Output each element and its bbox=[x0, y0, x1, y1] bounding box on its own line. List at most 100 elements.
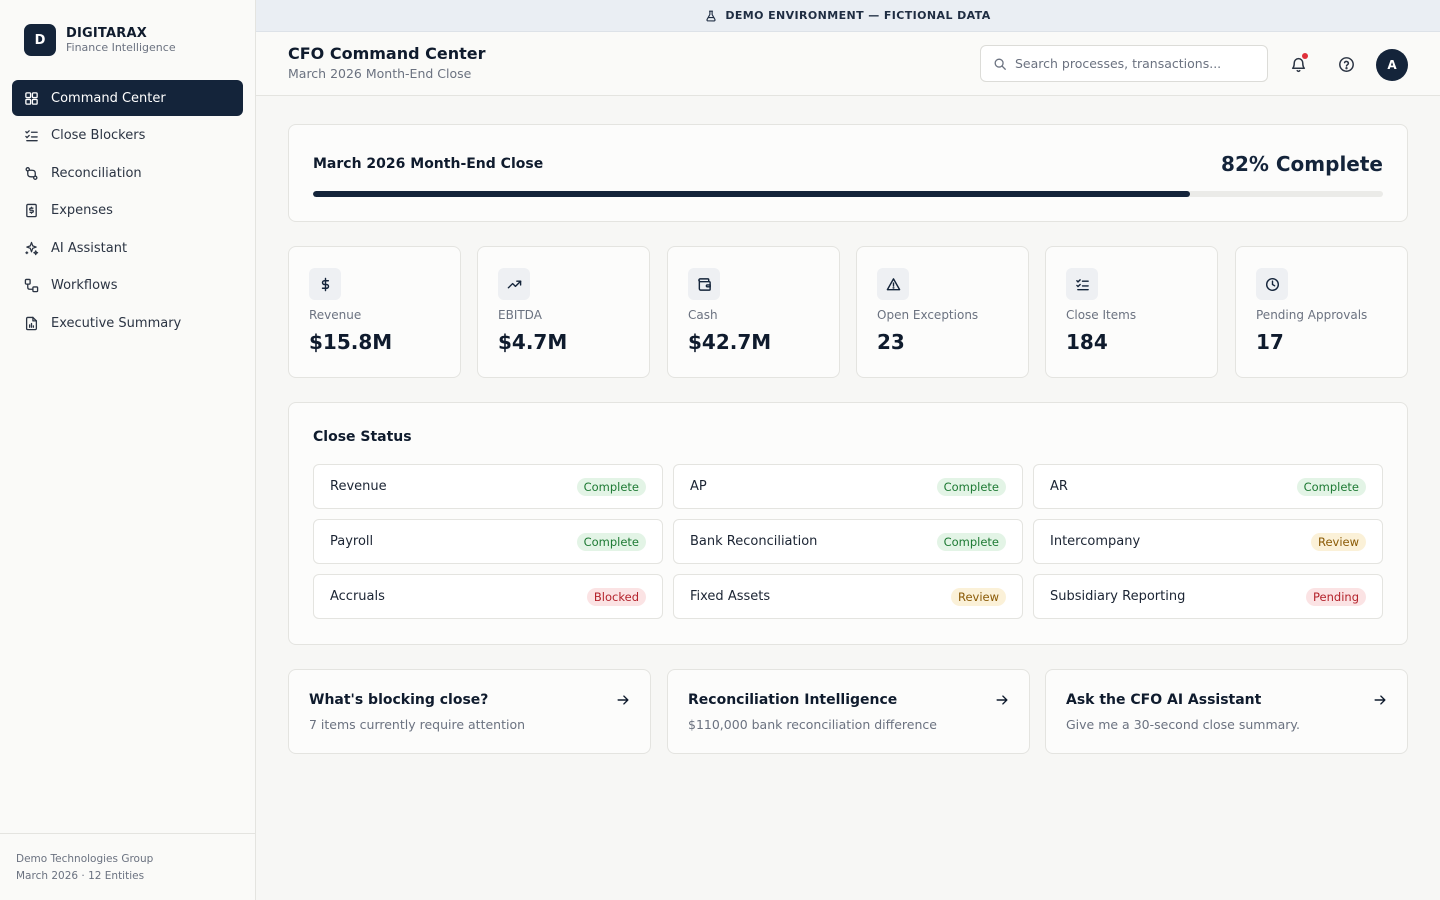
sidebar-item-label: Expenses bbox=[51, 203, 113, 218]
status-badge: Complete bbox=[936, 477, 1006, 496]
sidebar: D DIGITARAX Finance Intelligence Command… bbox=[0, 0, 256, 900]
kpi-card-cash[interactable]: Cash $42.7M bbox=[667, 246, 840, 378]
status-item-name: Revenue bbox=[330, 479, 387, 494]
notifications-button[interactable] bbox=[1286, 52, 1310, 76]
flask-icon bbox=[706, 10, 716, 21]
kpi-icon-wrap bbox=[498, 268, 530, 300]
search-input[interactable] bbox=[1015, 56, 1255, 71]
arrow-right-icon bbox=[1374, 695, 1386, 705]
sidebar-item-label: Command Center bbox=[51, 90, 166, 106]
action-card-ai-assistant[interactable]: Ask the CFO AI Assistant Give me a 30-se… bbox=[1045, 669, 1408, 754]
sidebar-item-expenses[interactable]: Expenses bbox=[12, 193, 243, 229]
status-item[interactable]: Intercompany Review bbox=[1033, 519, 1383, 564]
progress-bar bbox=[313, 191, 1383, 197]
action-card-blocking[interactable]: What's blocking close? 7 items currently… bbox=[288, 669, 651, 754]
close-status-grid: Revenue Complete AP Complete AR Complete Payro… bbox=[313, 464, 1383, 619]
status-item-name: Subsidiary Reporting bbox=[1050, 589, 1186, 604]
kpi-card-open-exceptions[interactable]: Open Exceptions 23 bbox=[856, 246, 1029, 378]
kpi-value: 17 bbox=[1256, 330, 1284, 354]
kpi-label: Pending Approvals bbox=[1256, 308, 1368, 322]
arrow-right-icon bbox=[617, 695, 629, 705]
kpi-card-close-items[interactable]: Close Items 184 bbox=[1045, 246, 1218, 378]
trending-up-icon bbox=[507, 280, 521, 288]
kpi-label: Revenue bbox=[309, 308, 362, 322]
kpi-icon-wrap bbox=[688, 268, 720, 300]
brand-logo: D bbox=[24, 24, 56, 56]
status-item-name: Intercompany bbox=[1050, 534, 1141, 549]
checklist-icon bbox=[25, 130, 38, 142]
sidebar-footer: Demo Technologies Group March 2026 · 12 … bbox=[0, 833, 255, 900]
status-item[interactable]: Payroll Complete bbox=[313, 519, 663, 564]
status-badge: Blocked bbox=[586, 587, 646, 606]
banner-text: DEMO ENVIRONMENT — FICTIONAL DATA bbox=[725, 9, 991, 22]
page-subtitle: March 2026 Month-End Close bbox=[288, 66, 472, 81]
kpi-value: $15.8M bbox=[309, 330, 393, 354]
status-item[interactable]: AR Complete bbox=[1033, 464, 1383, 509]
sidebar-item-label: AI Assistant bbox=[51, 240, 128, 256]
sidebar-item-label: Executive Summary bbox=[51, 315, 182, 331]
status-item[interactable]: Subsidiary Reporting Pending bbox=[1033, 574, 1383, 619]
search-box[interactable] bbox=[980, 45, 1268, 82]
action-title: Reconciliation Intelligence bbox=[688, 692, 898, 708]
brand[interactable]: D DIGITARAX Finance Intelligence bbox=[24, 24, 176, 56]
status-item-name: AR bbox=[1050, 479, 1068, 494]
status-badge: Complete bbox=[936, 532, 1006, 551]
status-item-name: Bank Reconciliation bbox=[690, 534, 818, 549]
status-badge: Pending bbox=[1306, 587, 1366, 606]
sidebar-item-reconciliation[interactable]: Reconciliation bbox=[12, 155, 243, 191]
kpi-value: 23 bbox=[877, 330, 905, 354]
action-title: Ask the CFO AI Assistant bbox=[1066, 692, 1262, 708]
action-card-reconciliation[interactable]: Reconciliation Intelligence $110,000 ban… bbox=[667, 669, 1030, 754]
sidebar-item-label: Workflows bbox=[51, 278, 118, 293]
sparkles-icon bbox=[25, 241, 39, 255]
status-badge: Complete bbox=[576, 477, 646, 496]
kpi-card-revenue[interactable]: Revenue $15.8M bbox=[288, 246, 461, 378]
kpi-value: $4.7M bbox=[498, 330, 568, 354]
kpi-card-ebitda[interactable]: EBITDA $4.7M bbox=[477, 246, 650, 378]
status-item-name: Fixed Assets bbox=[690, 589, 771, 604]
user-avatar[interactable]: A bbox=[1376, 49, 1408, 81]
help-button[interactable] bbox=[1334, 52, 1358, 76]
progress-title: March 2026 Month-End Close bbox=[313, 156, 544, 172]
checklist-icon bbox=[1075, 278, 1089, 290]
sidebar-item-close-blockers[interactable]: Close Blockers bbox=[12, 118, 243, 154]
demo-banner: DEMO ENVIRONMENT — FICTIONAL DATA bbox=[256, 0, 1440, 32]
file-chart-icon bbox=[25, 316, 38, 330]
sidebar-item-ai-assistant[interactable]: AI Assistant bbox=[12, 230, 243, 266]
progress-bar-fill bbox=[313, 191, 1191, 197]
sidebar-item-label: Close Blockers bbox=[51, 128, 146, 143]
org-name: Demo Technologies Group bbox=[16, 853, 154, 865]
brand-tagline: Finance Intelligence bbox=[66, 41, 176, 54]
kpi-icon-wrap bbox=[1256, 268, 1288, 300]
status-item[interactable]: Revenue Complete bbox=[313, 464, 663, 509]
action-subtitle: 7 items currently require attention bbox=[309, 717, 526, 732]
alert-triangle-icon bbox=[886, 277, 900, 290]
notification-dot bbox=[1302, 53, 1308, 59]
page-header: CFO Command Center March 2026 Month-End … bbox=[256, 32, 1440, 96]
help-icon bbox=[1338, 56, 1354, 72]
status-item[interactable]: Fixed Assets Review bbox=[673, 574, 1023, 619]
kpi-icon-wrap bbox=[309, 268, 341, 300]
kpi-label: Close Items bbox=[1066, 308, 1137, 322]
kpi-icon-wrap bbox=[877, 268, 909, 300]
sidebar-item-label: Reconciliation bbox=[51, 165, 142, 181]
status-item[interactable]: Bank Reconciliation Complete bbox=[673, 519, 1023, 564]
sidebar-item-workflows[interactable]: Workflows bbox=[12, 268, 243, 304]
status-badge: Review bbox=[1310, 532, 1366, 551]
sidebar-item-command-center[interactable]: Command Center bbox=[12, 80, 243, 116]
workflow-icon bbox=[24, 278, 39, 293]
close-progress-card: March 2026 Month-End Close 82% Complete bbox=[288, 124, 1408, 222]
status-item[interactable]: Accruals Blocked bbox=[313, 574, 663, 619]
org-period: March 2026 · 12 Entities bbox=[16, 870, 145, 882]
sidebar-nav: Command Center Close Blockers Reconcilia… bbox=[12, 80, 243, 343]
grid-icon bbox=[25, 91, 38, 105]
status-badge: Complete bbox=[1296, 477, 1366, 496]
wallet-icon bbox=[697, 277, 711, 291]
close-status-card: Close Status Revenue Complete AP Complete AR… bbox=[288, 402, 1408, 645]
kpi-label: Cash bbox=[688, 308, 718, 322]
kpi-card-pending-approvals[interactable]: Pending Approvals 17 bbox=[1235, 246, 1408, 378]
status-item-name: Payroll bbox=[330, 534, 374, 549]
status-item[interactable]: AP Complete bbox=[673, 464, 1023, 509]
sidebar-item-executive-summary[interactable]: Executive Summary bbox=[12, 305, 243, 341]
brand-name: DIGITARAX bbox=[66, 26, 147, 41]
